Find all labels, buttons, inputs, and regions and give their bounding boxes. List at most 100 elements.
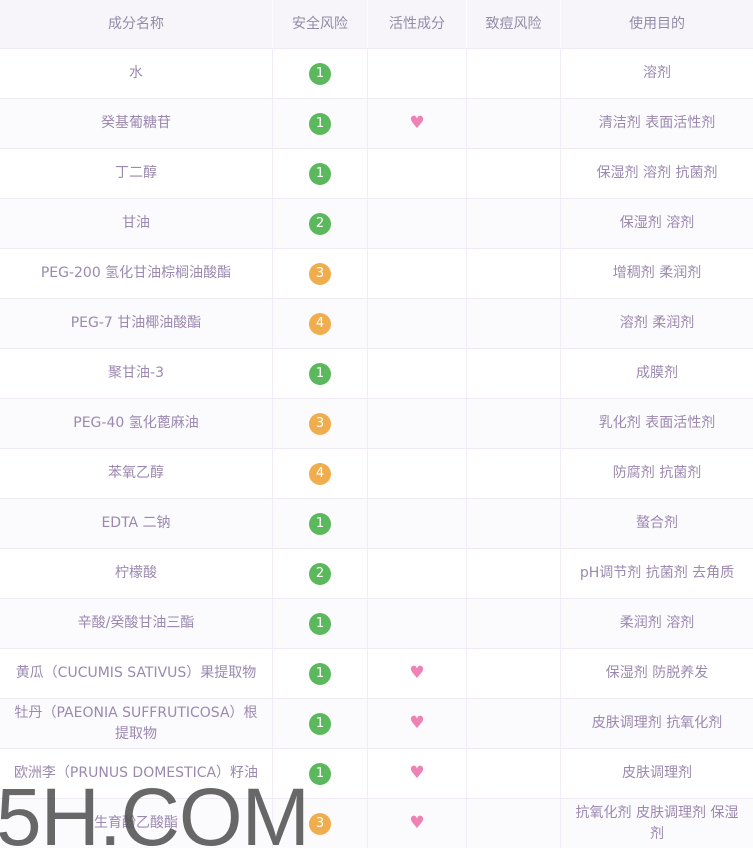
ingredient-name: 苯氧乙醇 bbox=[0, 449, 273, 498]
active-ingredient-cell: ♥ bbox=[368, 699, 467, 748]
acne-risk-cell bbox=[467, 349, 561, 398]
active-ingredient-cell bbox=[368, 599, 467, 648]
acne-risk-cell bbox=[467, 799, 561, 848]
ingredient-name: 欧洲李（PRUNUS DOMESTICA）籽油 bbox=[0, 749, 273, 798]
usage-purpose: 保湿剂 防脱养发 bbox=[605, 665, 709, 682]
table-row: 丁二醇 1 保湿剂 溶剂 抗菌剂 bbox=[0, 148, 753, 198]
active-ingredient-cell bbox=[368, 149, 467, 198]
usage-purpose: 柔润剂 溶剂 bbox=[619, 615, 695, 632]
ingredient-name: PEG-200 氢化甘油棕榈油酸酯 bbox=[0, 249, 273, 298]
column-header-ingredient-name: 成分名称 bbox=[0, 0, 273, 48]
safety-risk-cell: 4 bbox=[273, 299, 368, 348]
safety-risk-cell: 3 bbox=[273, 799, 368, 848]
table-row: 聚甘油-3 1 成膜剂 bbox=[0, 348, 753, 398]
safety-risk-badge: 2 bbox=[309, 562, 331, 585]
safety-risk-cell: 2 bbox=[273, 549, 368, 598]
safety-risk-cell: 1 bbox=[273, 699, 368, 748]
usage-purpose: 皮肤调理剂 bbox=[622, 765, 692, 782]
table-body: 水 1 溶剂 癸基葡糖苷 1 ♥ 清洁剂 表面活性剂 丁二醇 1 保湿剂 溶剂 抗菌剂 甘油 2 保湿剂… bbox=[0, 48, 753, 848]
usage-purpose: pH调节剂 抗菌剂 去角质 bbox=[579, 565, 735, 582]
table-row: PEG-7 甘油椰油酸酯 4 溶剂 柔润剂 bbox=[0, 298, 753, 348]
safety-risk-cell: 1 bbox=[273, 149, 368, 198]
active-ingredient-cell bbox=[368, 499, 467, 548]
acne-risk-cell bbox=[467, 299, 561, 348]
usage-purpose: 抗氧化剂 皮肤调理剂 保湿剂 bbox=[575, 805, 739, 842]
table-header-row: 成分名称 安全风险 活性成分 致痘风险 使用目的 bbox=[0, 0, 753, 48]
column-header-acne-risk: 致痘风险 bbox=[467, 0, 561, 48]
active-ingredient-cell bbox=[368, 399, 467, 448]
safety-risk-cell: 1 bbox=[273, 649, 368, 698]
heart-icon: ♥ bbox=[409, 113, 425, 133]
safety-risk-cell: 1 bbox=[273, 499, 368, 548]
active-ingredient-cell: ♥ bbox=[368, 749, 467, 798]
usage-purpose: 溶剂 柔润剂 bbox=[619, 315, 695, 332]
acne-risk-cell bbox=[467, 699, 561, 748]
usage-purpose: 增稠剂 柔润剂 bbox=[612, 265, 702, 282]
heart-icon: ♥ bbox=[409, 813, 425, 833]
safety-risk-badge: 3 bbox=[309, 412, 331, 435]
acne-risk-cell bbox=[467, 649, 561, 698]
acne-risk-cell bbox=[467, 449, 561, 498]
active-ingredient-cell bbox=[368, 249, 467, 298]
active-ingredient-cell: ♥ bbox=[368, 799, 467, 848]
acne-risk-cell bbox=[467, 549, 561, 598]
ingredient-name: 水 bbox=[0, 49, 273, 98]
safety-risk-badge: 1 bbox=[309, 62, 331, 85]
active-ingredient-cell bbox=[368, 299, 467, 348]
ingredient-name: 生育酚乙酸酯 bbox=[0, 799, 273, 848]
table-row: 黄瓜（CUCUMIS SATIVUS）果提取物 1 ♥ 保湿剂 防脱养发 bbox=[0, 648, 753, 698]
active-ingredient-cell bbox=[368, 549, 467, 598]
usage-purpose: 防腐剂 抗菌剂 bbox=[612, 465, 702, 482]
safety-risk-cell: 3 bbox=[273, 399, 368, 448]
ingredient-name: PEG-7 甘油椰油酸酯 bbox=[0, 299, 273, 348]
ingredient-name: 牡丹（PAEONIA SUFFRUTICOSA）根提取物 bbox=[0, 699, 273, 748]
safety-risk-cell: 1 bbox=[273, 349, 368, 398]
active-ingredient-cell bbox=[368, 349, 467, 398]
ingredient-name: PEG-40 氢化蓖麻油 bbox=[0, 399, 273, 448]
table-row: 甘油 2 保湿剂 溶剂 bbox=[0, 198, 753, 248]
ingredient-name: 柠檬酸 bbox=[0, 549, 273, 598]
safety-risk-cell: 1 bbox=[273, 49, 368, 98]
active-ingredient-cell bbox=[368, 449, 467, 498]
ingredient-name: EDTA 二钠 bbox=[0, 499, 273, 548]
usage-purpose: 溶剂 bbox=[643, 65, 671, 82]
acne-risk-cell bbox=[467, 199, 561, 248]
ingredient-name: 癸基葡糖苷 bbox=[0, 99, 273, 148]
ingredient-name: 聚甘油-3 bbox=[0, 349, 273, 398]
safety-risk-cell: 4 bbox=[273, 449, 368, 498]
table-row: 牡丹（PAEONIA SUFFRUTICOSA）根提取物 1 ♥ 皮肤调理剂 抗氧化剂 bbox=[0, 698, 753, 748]
usage-purpose: 乳化剂 表面活性剂 bbox=[598, 415, 716, 432]
safety-risk-badge: 1 bbox=[309, 162, 331, 185]
heart-icon: ♥ bbox=[409, 763, 425, 783]
safety-risk-cell: 1 bbox=[273, 749, 368, 798]
acne-risk-cell bbox=[467, 99, 561, 148]
active-ingredient-cell: ♥ bbox=[368, 649, 467, 698]
safety-risk-badge: 1 bbox=[309, 762, 331, 785]
safety-risk-cell: 2 bbox=[273, 199, 368, 248]
table-row: 水 1 溶剂 bbox=[0, 48, 753, 98]
table-row: PEG-40 氢化蓖麻油 3 乳化剂 表面活性剂 bbox=[0, 398, 753, 448]
active-ingredient-cell: ♥ bbox=[368, 99, 467, 148]
active-ingredient-cell bbox=[368, 49, 467, 98]
safety-risk-badge: 3 bbox=[309, 812, 331, 835]
column-header-usage-purpose: 使用目的 bbox=[629, 15, 685, 32]
usage-purpose: 保湿剂 溶剂 bbox=[619, 215, 695, 232]
safety-risk-cell: 1 bbox=[273, 599, 368, 648]
heart-icon: ♥ bbox=[409, 663, 425, 683]
safety-risk-badge: 1 bbox=[309, 362, 331, 385]
table-row: 柠檬酸 2 pH调节剂 抗菌剂 去角质 bbox=[0, 548, 753, 598]
ingredient-name: 黄瓜（CUCUMIS SATIVUS）果提取物 bbox=[0, 649, 273, 698]
table-row: 苯氧乙醇 4 防腐剂 抗菌剂 bbox=[0, 448, 753, 498]
usage-purpose: 保湿剂 溶剂 抗菌剂 bbox=[596, 165, 718, 182]
safety-risk-badge: 1 bbox=[309, 512, 331, 535]
ingredient-name: 甘油 bbox=[0, 199, 273, 248]
safety-risk-badge: 2 bbox=[309, 212, 331, 235]
ingredient-name: 丁二醇 bbox=[0, 149, 273, 198]
table-row: 欧洲李（PRUNUS DOMESTICA）籽油 1 ♥ 皮肤调理剂 bbox=[0, 748, 753, 798]
acne-risk-cell bbox=[467, 749, 561, 798]
acne-risk-cell bbox=[467, 399, 561, 448]
column-header-safety-risk: 安全风险 bbox=[273, 0, 368, 48]
safety-risk-badge: 1 bbox=[309, 712, 331, 735]
usage-purpose: 螯合剂 bbox=[636, 515, 678, 532]
